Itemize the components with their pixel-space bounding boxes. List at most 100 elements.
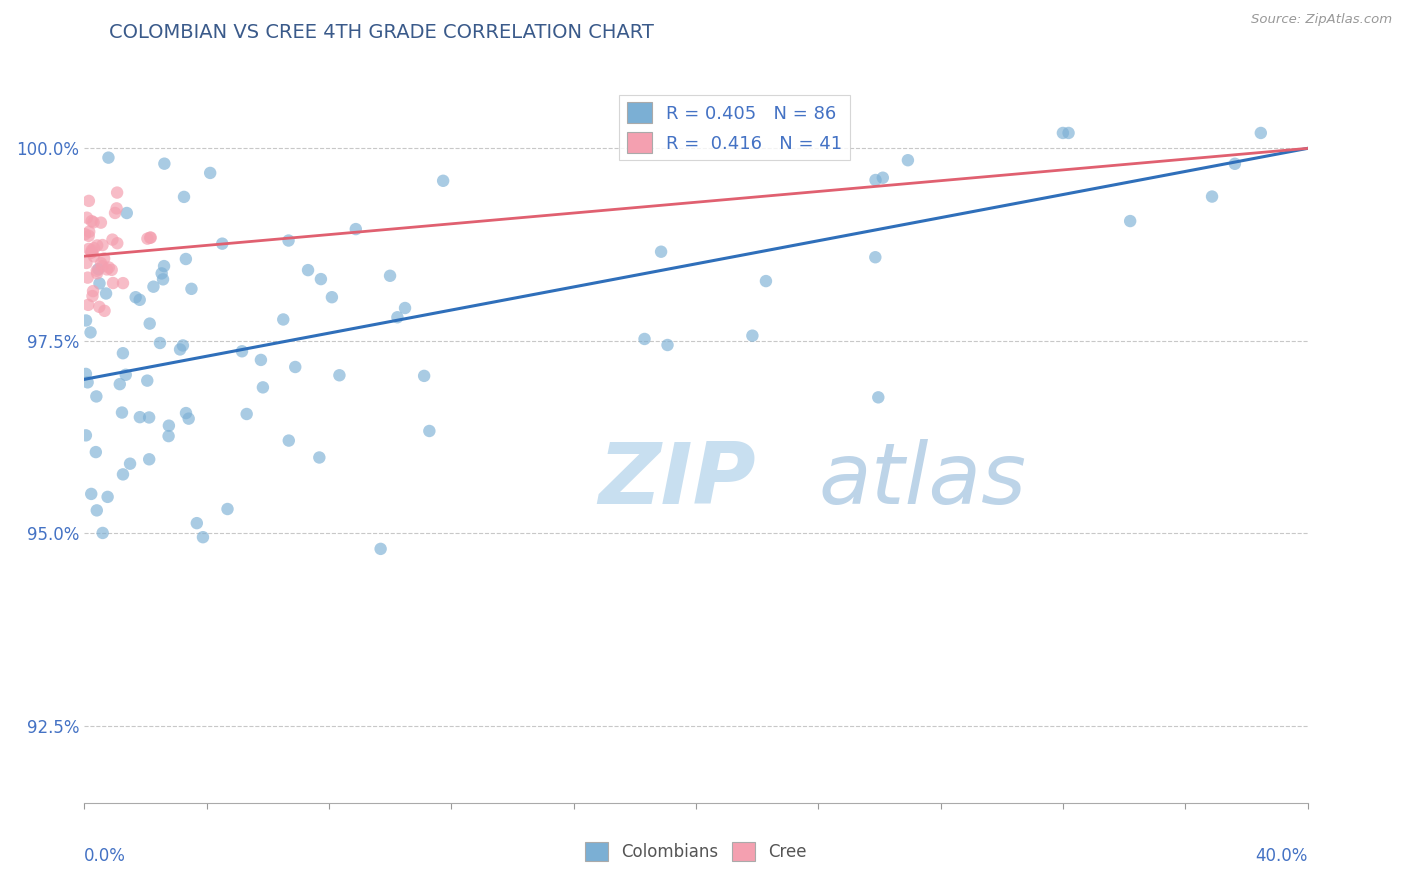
Point — [138, 410, 160, 425]
Legend: Colombians, Cree: Colombians, Cree — [578, 835, 814, 868]
Point — [89, 277, 111, 291]
Point — [82, 289, 104, 303]
Point — [93, 252, 115, 266]
Point — [83, 241, 105, 255]
Point — [87, 262, 110, 277]
Point — [138, 317, 160, 331]
Point — [77, 225, 100, 239]
Point — [142, 279, 165, 293]
Point — [86, 264, 108, 278]
Point — [139, 230, 162, 244]
Point — [370, 541, 392, 556]
Point — [77, 194, 100, 208]
Point — [1223, 157, 1246, 171]
Point — [97, 260, 120, 275]
Point — [633, 332, 655, 346]
Point — [108, 377, 131, 392]
Point — [394, 301, 416, 315]
Point — [80, 244, 103, 258]
Point — [1201, 189, 1223, 203]
Point — [80, 487, 103, 501]
Point — [80, 214, 103, 228]
Point — [650, 244, 672, 259]
Point — [136, 232, 159, 246]
Point — [75, 367, 97, 381]
Point — [75, 256, 97, 270]
Point — [76, 376, 98, 390]
Point — [1119, 214, 1142, 228]
Point — [77, 298, 100, 312]
Text: 0.0%: 0.0% — [84, 847, 127, 864]
Point — [1250, 126, 1272, 140]
Point — [83, 215, 105, 229]
Point — [180, 282, 202, 296]
Point — [93, 303, 115, 318]
Point — [77, 242, 100, 256]
Point — [174, 252, 197, 266]
Point — [97, 151, 120, 165]
Point — [73, 227, 96, 242]
Point — [111, 406, 134, 420]
Point — [153, 156, 176, 170]
Point — [86, 238, 108, 252]
Point — [157, 418, 180, 433]
Point — [872, 170, 894, 185]
Point — [252, 380, 274, 394]
Point — [250, 353, 273, 368]
Point — [174, 406, 197, 420]
Point — [77, 228, 100, 243]
Point — [104, 206, 127, 220]
Point — [80, 245, 103, 260]
Point — [741, 328, 763, 343]
Point — [217, 502, 239, 516]
Text: Source: ZipAtlas.com: Source: ZipAtlas.com — [1251, 13, 1392, 27]
Text: ZIP: ZIP — [598, 440, 756, 523]
Point — [83, 249, 105, 263]
Point — [321, 290, 343, 304]
Text: COLOMBIAN VS CREE 4TH GRADE CORRELATION CHART: COLOMBIAN VS CREE 4TH GRADE CORRELATION … — [108, 23, 654, 42]
Point — [284, 359, 307, 374]
Point — [139, 231, 162, 245]
Point — [173, 190, 195, 204]
Point — [91, 238, 114, 252]
Point — [90, 216, 112, 230]
Point — [75, 428, 97, 442]
Point — [309, 272, 332, 286]
Point — [105, 236, 128, 251]
Point — [76, 270, 98, 285]
Point — [128, 293, 150, 307]
Point — [657, 338, 679, 352]
Point — [97, 490, 120, 504]
Point — [191, 530, 214, 544]
Point — [231, 344, 253, 359]
Point — [111, 467, 134, 482]
Point — [172, 338, 194, 352]
Point — [169, 343, 191, 357]
Point — [297, 263, 319, 277]
Point — [91, 259, 114, 273]
Text: 40.0%: 40.0% — [1256, 847, 1308, 864]
Point — [157, 429, 180, 443]
Point — [308, 450, 330, 465]
Y-axis label: 4th Grade: 4th Grade — [0, 399, 3, 475]
Point — [76, 211, 98, 225]
Point — [138, 452, 160, 467]
Point — [84, 445, 107, 459]
Point — [86, 503, 108, 517]
Point — [101, 276, 124, 290]
Point — [100, 263, 122, 277]
Point — [344, 222, 367, 236]
Point — [328, 368, 350, 383]
Point — [111, 346, 134, 360]
Point — [111, 276, 134, 290]
Point — [101, 233, 124, 247]
Point — [865, 173, 887, 187]
Point — [177, 411, 200, 425]
Point — [277, 434, 299, 448]
Text: atlas: atlas — [818, 440, 1026, 523]
Point — [235, 407, 257, 421]
Point — [413, 368, 436, 383]
Point — [153, 259, 176, 273]
Point — [96, 262, 118, 277]
Point — [277, 234, 299, 248]
